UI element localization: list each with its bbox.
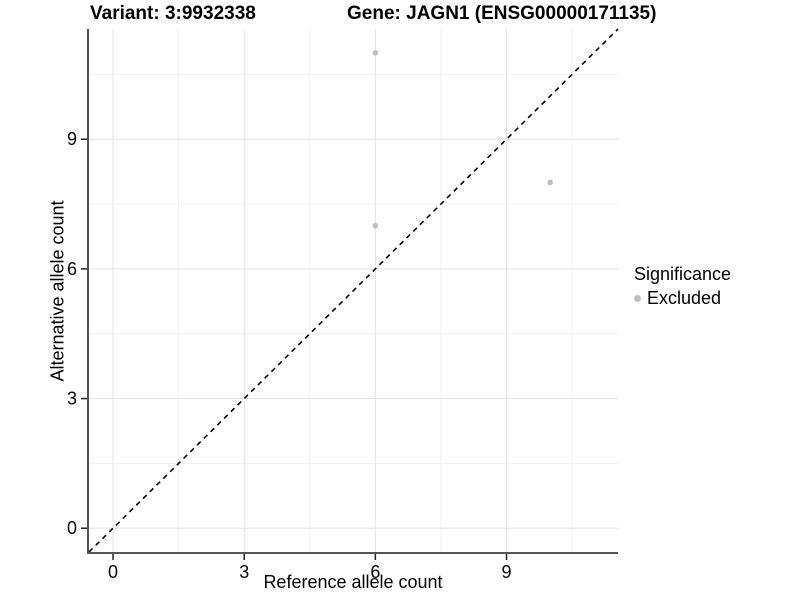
x-tick-label: 9 — [502, 562, 512, 582]
y-tick-label: 6 — [67, 259, 77, 279]
y-tick-label: 3 — [67, 389, 77, 409]
x-axis-title: Reference allele count — [263, 572, 443, 592]
y-tick-label: 9 — [67, 129, 77, 149]
y-axis-title: Alternative allele count — [47, 200, 68, 382]
legend-point-icon — [634, 295, 641, 302]
data-point — [547, 179, 554, 186]
data-point — [372, 49, 379, 56]
legend: Significance Excluded — [634, 264, 731, 309]
data-point — [372, 222, 379, 229]
x-tick-label: 0 — [108, 562, 118, 582]
legend-item-label: Excluded — [647, 288, 722, 308]
plot-title-gene: Gene: JAGN1 (ENSG00000171135) — [347, 3, 657, 24]
legend-title: Significance — [634, 264, 732, 284]
legend-item-excluded: Excluded — [634, 288, 731, 309]
y-tick-label: 0 — [67, 518, 77, 538]
identity-reference-line — [88, 28, 619, 553]
x-tick-label: 3 — [239, 562, 249, 582]
x-tick-label: 6 — [370, 562, 380, 582]
plot-title-variant: Variant: 3:9932338 — [90, 3, 256, 24]
